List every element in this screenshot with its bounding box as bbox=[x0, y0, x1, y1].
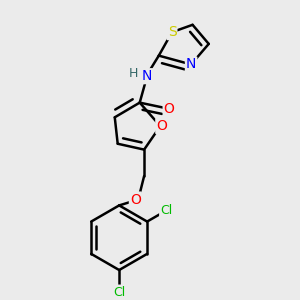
Text: N: N bbox=[142, 69, 152, 83]
Text: Cl: Cl bbox=[160, 204, 172, 217]
Text: O: O bbox=[156, 119, 167, 133]
Text: O: O bbox=[130, 193, 141, 206]
Text: H: H bbox=[129, 67, 139, 80]
Text: N: N bbox=[186, 57, 196, 71]
Text: O: O bbox=[164, 101, 175, 116]
Text: S: S bbox=[168, 25, 176, 39]
Text: Cl: Cl bbox=[113, 286, 125, 298]
